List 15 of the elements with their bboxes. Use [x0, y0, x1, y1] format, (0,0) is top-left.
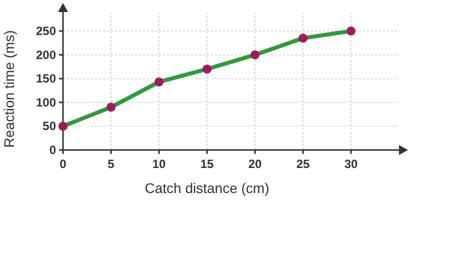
y-tick-label: 250	[36, 24, 56, 38]
y-tick-label: 150	[36, 72, 56, 86]
x-tick-label: 15	[200, 157, 214, 171]
x-tick-label: 25	[296, 157, 310, 171]
x-tick-label: 30	[344, 157, 358, 171]
y-tick-label: 200	[36, 48, 56, 62]
x-axis-title: Catch distance (cm)	[144, 180, 270, 196]
y-tick-label: 0	[49, 143, 56, 157]
y-tick-label: 100	[36, 95, 56, 110]
x-tick-label: 10	[152, 157, 166, 171]
x-tick-label: 20	[248, 157, 262, 171]
y-axis-title: Reaction time (ms)	[1, 30, 17, 148]
x-tick-label: 0	[60, 157, 67, 171]
y-tick-label: 50	[42, 119, 56, 134]
x-tick-label: 5	[108, 157, 115, 171]
